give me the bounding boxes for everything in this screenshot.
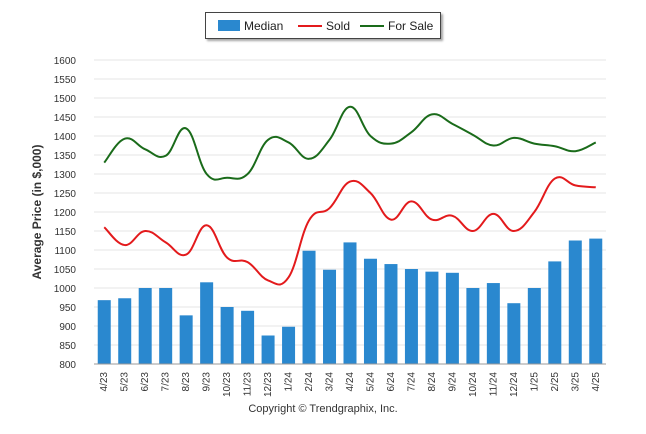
y-tick-label: 850 — [59, 341, 76, 352]
x-tick-label: 10/24 — [468, 372, 479, 397]
x-tick-label: 6/23 — [140, 372, 151, 392]
y-tick-label: 1000 — [54, 284, 77, 295]
bar-median — [302, 250, 316, 364]
x-tick-label: 4/25 — [591, 372, 602, 392]
x-tick-label: 7/24 — [406, 372, 417, 392]
y-tick-label: 1350 — [54, 151, 77, 162]
bar-median — [425, 271, 439, 364]
x-tick-label: 11/23 — [243, 372, 254, 397]
x-tick-label: 6/24 — [386, 372, 397, 392]
y-tick-label: 1600 — [54, 56, 77, 67]
x-tick-label: 5/24 — [365, 372, 376, 392]
bar-median — [548, 261, 562, 364]
x-tick-label: 11/24 — [488, 372, 499, 397]
legend-sold-swatch — [298, 25, 322, 27]
line-series — [103, 105, 597, 286]
bar-median — [323, 269, 337, 364]
x-tick-label: 8/23 — [181, 372, 192, 392]
x-tick-label: 1/25 — [529, 372, 540, 392]
y-tick-label: 1550 — [54, 75, 77, 86]
legend-median-swatch — [218, 20, 240, 31]
x-tick-label: 3/24 — [325, 372, 336, 392]
bar-median — [527, 288, 541, 364]
y-tick-label: 1150 — [54, 227, 76, 238]
legend-sold-label: Sold — [326, 19, 351, 33]
bar-median — [507, 303, 521, 364]
bar-median — [179, 315, 193, 364]
x-tick-label: 1/24 — [284, 372, 295, 392]
y-tick-label: 1450 — [54, 113, 77, 124]
y-axis-title: Average Price (in $,000) — [30, 144, 44, 280]
x-axis-ticks: 4/23 5/23 6/23 7/23 8/23 9/23 10/23 11/23 12/23 1… — [99, 372, 602, 397]
legend-forsale-swatch — [360, 25, 384, 27]
x-tick-label: 10/23 — [222, 372, 233, 397]
y-tick-label: 1300 — [54, 170, 77, 181]
x-tick-label: 4/24 — [345, 372, 356, 392]
bar-median — [363, 258, 377, 364]
x-tick-label: 12/24 — [509, 372, 520, 397]
y-tick-label: 1400 — [54, 132, 77, 143]
x-tick-label: 5/23 — [120, 372, 131, 392]
bar-series — [97, 238, 603, 364]
bar-median — [200, 282, 214, 364]
bar-median — [568, 240, 582, 364]
legend: Median Sold For Sale — [205, 12, 441, 39]
x-tick-label: 9/24 — [447, 372, 458, 392]
legend-median-label: Median — [244, 19, 284, 33]
y-tick-label: 1250 — [54, 189, 77, 200]
bar-median — [404, 269, 418, 364]
y-tick-label: 1050 — [54, 265, 77, 276]
bar-median — [118, 298, 132, 364]
y-tick-label: 1500 — [54, 94, 77, 105]
bar-median — [384, 264, 398, 364]
bar-median — [241, 310, 255, 364]
bar-median — [261, 335, 275, 364]
bar-median — [159, 288, 173, 364]
x-tick-label: 2/25 — [550, 372, 561, 392]
x-tick-label: 9/23 — [202, 372, 213, 392]
x-tick-label: 8/24 — [427, 372, 438, 392]
bar-median — [343, 242, 357, 364]
y-tick-label: 900 — [59, 322, 76, 333]
line-for-sale — [103, 105, 597, 181]
copyright-text: Copyright © Trendgraphix, Inc. — [248, 403, 398, 415]
x-tick-label: 12/23 — [263, 372, 274, 397]
x-tick-label: 3/25 — [570, 372, 581, 392]
x-tick-label: 2/24 — [304, 372, 315, 392]
y-axis-ticks: 800 850 900 950 1000 1050 1100 1150 1200 1250 1300… — [54, 56, 77, 371]
bar-median — [445, 272, 459, 364]
x-tick-label: 7/23 — [161, 372, 172, 392]
bar-median — [97, 300, 111, 364]
bar-median — [589, 238, 603, 364]
y-tick-label: 950 — [59, 303, 76, 314]
legend-forsale-label: For Sale — [388, 19, 434, 33]
y-tick-label: 1100 — [54, 246, 76, 257]
bar-median — [220, 307, 234, 364]
line-sold — [103, 176, 596, 286]
x-tick-label: 4/23 — [99, 372, 110, 392]
y-tick-label: 1200 — [54, 208, 77, 219]
bar-median — [466, 288, 480, 364]
bar-median — [138, 288, 152, 364]
y-tick-label: 800 — [59, 360, 76, 371]
bar-median — [282, 326, 296, 364]
bar-median — [486, 283, 500, 364]
